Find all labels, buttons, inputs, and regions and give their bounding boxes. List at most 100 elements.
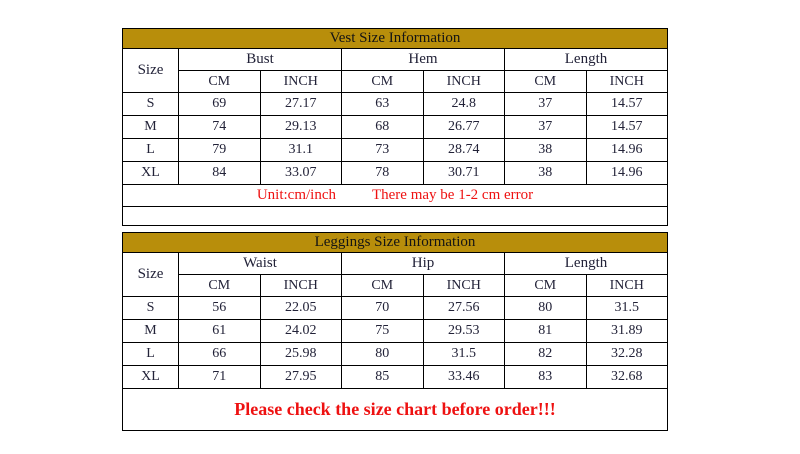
vest-footnote-row: Unit:cm/inch There may be 1-2 cm error: [122, 184, 668, 207]
size-label: XL: [122, 365, 179, 389]
measurement-value: 31.1: [259, 138, 342, 162]
vest-empty-row: [122, 206, 668, 226]
unit-header: INCH: [259, 274, 342, 297]
measurement-value: 32.68: [585, 365, 668, 389]
measure-group-header: Waist: [178, 252, 342, 275]
measurement-value: 33.46: [422, 365, 505, 389]
size-label: L: [122, 138, 179, 162]
measurement-value: 63: [341, 92, 424, 116]
leggings-title-row: Leggings Size Information: [122, 232, 668, 253]
measurement-value: 32.28: [585, 342, 668, 366]
measurement-value: 25.98: [259, 342, 342, 366]
size-label: M: [122, 115, 179, 139]
vest-title-row: Vest Size Information: [122, 28, 668, 49]
measurement-value: 31.5: [422, 342, 505, 366]
measurement-value: 30.71: [422, 161, 505, 185]
measurement-value: 29.53: [422, 319, 505, 343]
vest-size-table: Vest Size Information Size Bust Hem Length…: [122, 28, 668, 226]
unit-header: CM: [178, 274, 261, 297]
vest-size-column-header: Size: [122, 48, 179, 93]
size-label: S: [122, 92, 179, 116]
vest-unit-header-row: CM INCH CM INCH CM INCH: [123, 70, 668, 93]
measurement-value: 75: [341, 319, 424, 343]
size-row-l: L 66 25.98 80 31.5 82 32.28: [122, 342, 668, 366]
measurement-value: 69: [178, 92, 261, 116]
vest-table-title: Vest Size Information: [122, 28, 668, 49]
order-notice-row: Please check the size chart before order…: [122, 388, 668, 431]
measurement-value: 68: [341, 115, 424, 139]
measurement-value: 14.96: [585, 161, 668, 185]
size-row-l: L 79 31.1 73 28.74 38 14.96: [122, 138, 668, 162]
measurement-value: 70: [341, 296, 424, 320]
vest-table-body: S 69 27.17 63 24.8 37 14.57 M 74 29.13 68 26.77 37 14…: [122, 92, 668, 185]
unit-header: CM: [341, 274, 424, 297]
unit-header: INCH: [422, 70, 505, 93]
leggings-table-title: Leggings Size Information: [122, 232, 668, 253]
measurement-value: 27.17: [259, 92, 342, 116]
vest-footnote-cell: Unit:cm/inch There may be 1-2 cm error: [122, 184, 668, 207]
unit-header: INCH: [259, 70, 342, 93]
measurement-value: 27.95: [259, 365, 342, 389]
measurement-value: 80: [341, 342, 424, 366]
size-label: XL: [122, 161, 179, 185]
measurement-value: 73: [341, 138, 424, 162]
measurement-value: 38: [504, 161, 587, 185]
measurement-value: 82: [504, 342, 587, 366]
leggings-unit-header-row: CM INCH CM INCH CM INCH: [123, 274, 668, 297]
size-row-m: M 74 29.13 68 26.77 37 14.57: [122, 115, 668, 139]
measurement-value: 78: [341, 161, 424, 185]
measurement-value: 29.13: [259, 115, 342, 139]
size-chart-image: Vest Size Information Size Bust Hem Length…: [122, 28, 668, 431]
measurement-value: 24.8: [422, 92, 505, 116]
measure-group-header: Length: [504, 48, 668, 71]
unit-header: CM: [504, 274, 587, 297]
measurement-value: 38: [504, 138, 587, 162]
vest-group-header-row: Size Bust Hem Length: [122, 48, 668, 93]
unit-header: CM: [504, 70, 587, 93]
measurement-value: 31.5: [585, 296, 668, 320]
measurement-value: 24.02: [259, 319, 342, 343]
size-row-s: S 56 22.05 70 27.56 80 31.5: [122, 296, 668, 320]
measure-group-header: Hem: [341, 48, 505, 71]
size-label: M: [122, 319, 179, 343]
unit-header: INCH: [585, 70, 668, 93]
measurement-value: 85: [341, 365, 424, 389]
size-row-xl: XL 84 33.07 78 30.71 38 14.96: [122, 161, 668, 185]
size-row-s: S 69 27.17 63 24.8 37 14.57: [122, 92, 668, 116]
unit-header: INCH: [585, 274, 668, 297]
size-row-xl: XL 71 27.95 85 33.46 83 32.68: [122, 365, 668, 389]
measurement-value: 80: [504, 296, 587, 320]
measurement-value: 14.96: [585, 138, 668, 162]
measurement-value: 28.74: [422, 138, 505, 162]
measurement-value: 79: [178, 138, 261, 162]
measurement-value: 37: [504, 115, 587, 139]
measurement-value: 27.56: [422, 296, 505, 320]
measurement-value: 14.57: [585, 92, 668, 116]
size-label: L: [122, 342, 179, 366]
measurement-value: 66: [178, 342, 261, 366]
measurement-value: 22.05: [259, 296, 342, 320]
error-footnote: There may be 1-2 cm error: [371, 187, 534, 203]
size-row-m: M 61 24.02 75 29.53 81 31.89: [122, 319, 668, 343]
leggings-size-table: Leggings Size Information Size Waist Hip L…: [122, 232, 668, 431]
vest-empty-cell: [122, 206, 668, 226]
measure-group-header: Hip: [341, 252, 505, 275]
unit-header: INCH: [422, 274, 505, 297]
measurement-value: 81: [504, 319, 587, 343]
measurement-value: 14.57: [585, 115, 668, 139]
measurement-value: 31.89: [585, 319, 668, 343]
leggings-size-column-header: Size: [122, 252, 179, 297]
unit-header: CM: [178, 70, 261, 93]
measurement-value: 26.77: [422, 115, 505, 139]
unit-header: CM: [341, 70, 424, 93]
measurement-value: 74: [178, 115, 261, 139]
leggings-table-body: S 56 22.05 70 27.56 80 31.5 M 61 24.02 75 29.53 81 31…: [122, 296, 668, 389]
measurement-value: 84: [178, 161, 261, 185]
measurement-value: 61: [178, 319, 261, 343]
measurement-value: 33.07: [259, 161, 342, 185]
measure-group-header: Length: [504, 252, 668, 275]
unit-footnote: Unit:cm/inch: [256, 187, 336, 203]
leggings-group-header-row: Size Waist Hip Length: [122, 252, 668, 297]
measure-group-header: Bust: [178, 48, 342, 71]
measurement-value: 56: [178, 296, 261, 320]
